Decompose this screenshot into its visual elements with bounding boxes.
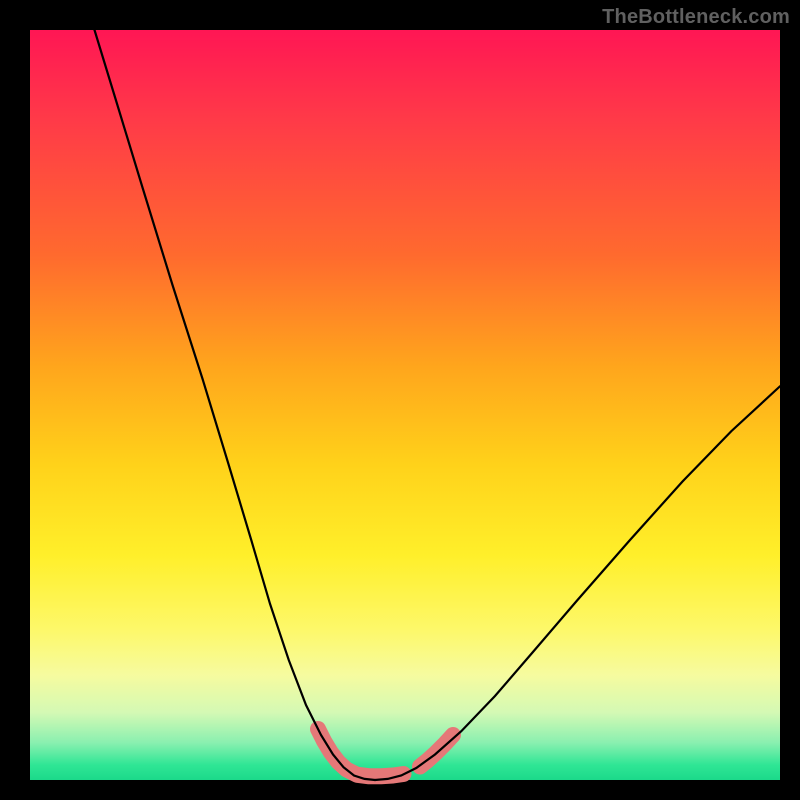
frame: TheBottleneck.com — [0, 0, 800, 800]
plot-area — [30, 30, 780, 780]
curve-right — [375, 386, 780, 780]
curve-left — [95, 30, 376, 780]
watermark: TheBottleneck.com — [602, 6, 790, 29]
curve-layer — [30, 30, 780, 780]
